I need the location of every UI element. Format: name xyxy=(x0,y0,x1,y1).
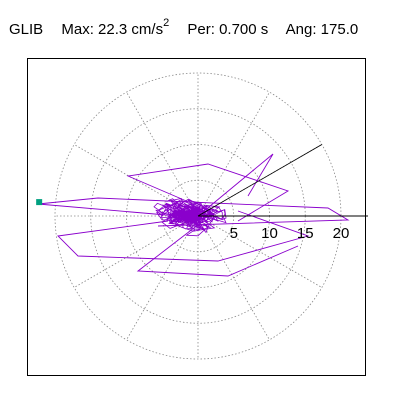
max-unit: cm/s2 xyxy=(131,17,170,38)
max-value: 22.3 xyxy=(98,21,128,38)
trace-loop-2 xyxy=(126,163,290,222)
max-marker xyxy=(36,199,43,206)
radial-tick-labels: 5 10 15 20 xyxy=(230,225,350,242)
trace-loop-1 xyxy=(57,210,310,262)
radial-tick-15: 15 xyxy=(297,225,314,242)
grid-spoke-330 xyxy=(197,215,323,288)
max-marker-group xyxy=(36,199,43,206)
grid-spoke-150 xyxy=(73,144,199,217)
grid-spoke-210 xyxy=(73,215,199,288)
grid-spoke-120 xyxy=(126,91,199,217)
radial-axis-30 xyxy=(197,144,323,217)
max-label: Max: xyxy=(61,21,94,38)
station-code: GLIB xyxy=(9,21,44,38)
plot-frame xyxy=(27,58,366,376)
trace-core xyxy=(153,198,227,237)
trace-loop-0 xyxy=(37,197,350,227)
angle-label: Ang: xyxy=(285,21,317,38)
motion-trace xyxy=(37,153,350,277)
angle-value: 175.0 xyxy=(320,21,359,38)
radial-axis xyxy=(197,144,368,217)
radial-tick-10: 10 xyxy=(261,225,278,242)
radial-tick-20: 20 xyxy=(333,225,350,242)
trace-loop-3 xyxy=(136,220,299,277)
grid-spoke-240 xyxy=(126,215,199,341)
grid-spoke-60 xyxy=(197,91,270,217)
plot-header: GLIB Max: 22.3 cm/s2 Per: 0.700 s Ang: 1… xyxy=(9,14,358,38)
period-label: Per: xyxy=(187,21,215,38)
grid-spoke-300 xyxy=(197,215,270,341)
period-value: 0.700 s xyxy=(219,21,269,38)
radial-tick-5: 5 xyxy=(230,225,238,242)
